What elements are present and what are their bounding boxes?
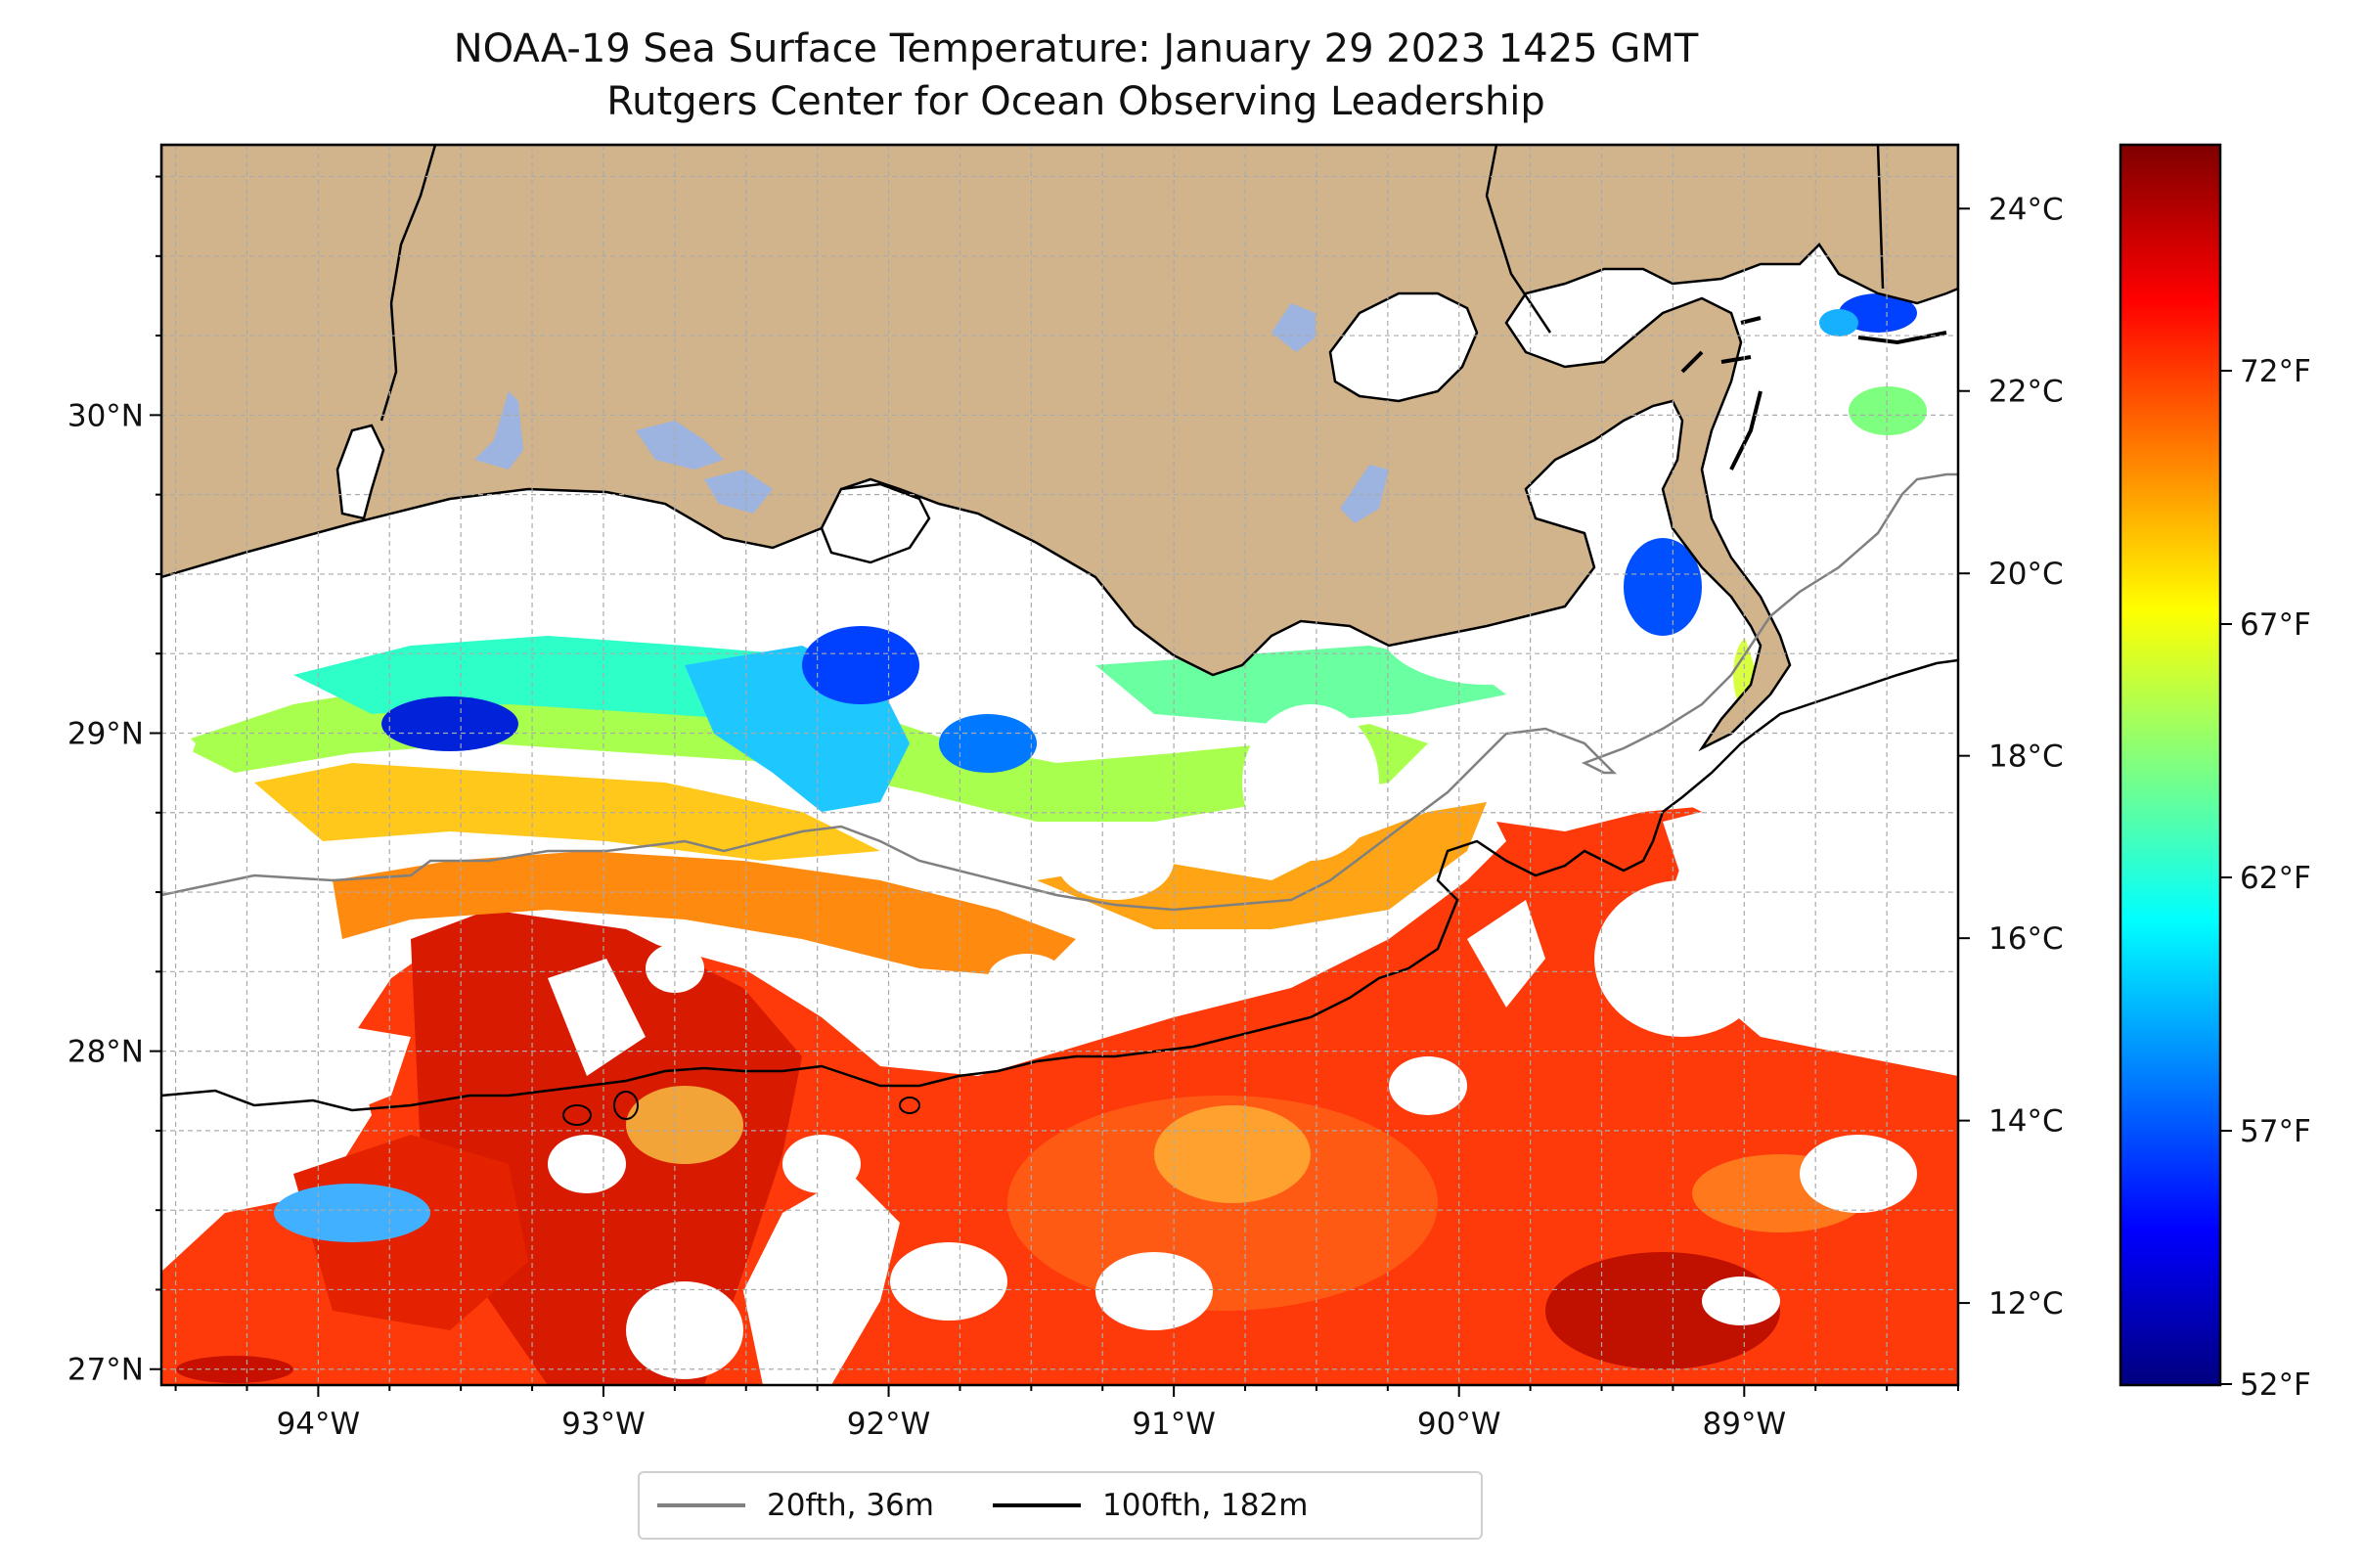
x-tick-label: 91°W [1132, 1407, 1216, 1442]
x-tick-label: 90°W [1417, 1407, 1501, 1442]
gridlines [161, 145, 1958, 1385]
y-tick-label: 28°N [67, 1035, 144, 1070]
x-tick-label: 94°W [277, 1407, 361, 1442]
y-tick-label: 27°N [67, 1353, 144, 1388]
celsius-tick-label: 14°C [1988, 1104, 2064, 1140]
y-tick-label: 30°N [67, 398, 144, 433]
legend-label-20fth: 20fth, 36m [767, 1488, 934, 1523]
lake-pontchartrain [1328, 291, 1479, 403]
chart-subtitle: Rutgers Center for Ocean Observing Leade… [606, 79, 1545, 124]
map-frame [159, 143, 1960, 1387]
x-tick-label: 89°W [1703, 1407, 1787, 1442]
fahrenheit-tick-label: 57°F [2240, 1114, 2311, 1149]
celsius-tick-label: 16°C [1988, 921, 2064, 957]
fahrenheit-tick-label: 67°F [2240, 607, 2311, 643]
sst-data-layer [161, 293, 1958, 1385]
x-tick-label: 93°W [561, 1407, 646, 1442]
legend-swatch-20fth [657, 1503, 745, 1507]
celsius-tick-label: 22°C [1988, 375, 2064, 410]
legend: 20fth, 36m 100fth, 182m [638, 1471, 1483, 1540]
fahrenheit-tick-label: 72°F [2240, 354, 2311, 389]
celsius-tick-label: 20°C [1988, 557, 2064, 592]
celsius-tick-label: 18°C [1988, 739, 2064, 775]
x-tick-label: 92°W [847, 1407, 931, 1442]
chart-title: NOAA-19 Sea Surface Temperature: January… [453, 26, 1699, 71]
legend-swatch-100fth [992, 1503, 1081, 1507]
contour-100fth [161, 658, 1958, 1112]
contour-20fth [161, 472, 1958, 912]
colorbar [2119, 143, 2222, 1387]
map-axes: 94°W 93°W 92°W 91°W 90°W 89°W 30°N 29°N 28°N 27°N [67, 175, 1959, 1442]
y-tick-label: 29°N [67, 716, 144, 751]
fahrenheit-tick-label: 62°F [2240, 861, 2311, 896]
celsius-tick-label: 24°C [1988, 192, 2064, 227]
fahrenheit-tick-label: 52°F [2240, 1367, 2311, 1403]
legend-item-100fth: 100fth, 182m [992, 1488, 1309, 1523]
legend-label-100fth: 100fth, 182m [1101, 1488, 1309, 1523]
legend-item-20fth: 20fth, 36m [657, 1488, 934, 1523]
colorbar-ticks: 24°C 22°C 20°C 18°C 16°C 14°C 12°C 72°F 67°F 62°F… [1958, 192, 2311, 1403]
celsius-tick-label: 12°C [1988, 1286, 2064, 1322]
